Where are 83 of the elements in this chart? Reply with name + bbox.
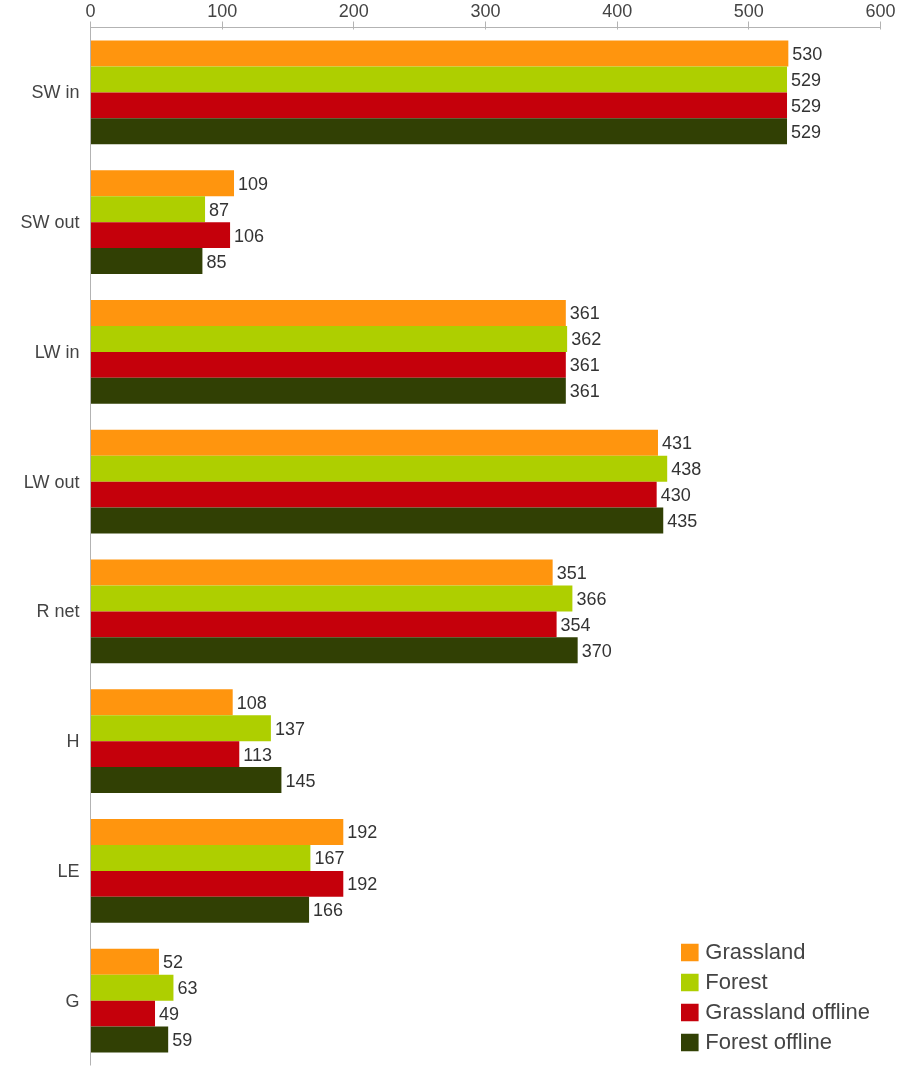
- y-tick-label: LW out: [23, 471, 80, 492]
- data-label: 167: [314, 848, 345, 869]
- data-label: 145: [285, 770, 316, 791]
- data-label: 529: [791, 95, 822, 116]
- data-label: 370: [581, 640, 612, 661]
- bar: [90, 118, 788, 145]
- data-label: 59: [172, 1030, 193, 1051]
- bar: [90, 637, 578, 664]
- data-label: 430: [660, 485, 691, 506]
- data-label: 361: [569, 381, 600, 402]
- data-label: 529: [791, 121, 822, 142]
- x-tick-label: 600: [865, 0, 896, 21]
- bar: [90, 974, 174, 1001]
- y-tick-label: H: [66, 731, 80, 752]
- x-tick-label: 400: [602, 0, 633, 21]
- bar: [90, 170, 235, 197]
- bar: [90, 844, 311, 871]
- x-tick-label: 100: [207, 0, 238, 21]
- bar: [90, 948, 159, 975]
- bar: [90, 222, 231, 249]
- data-label: 106: [234, 225, 265, 246]
- data-label: 137: [274, 718, 305, 739]
- y-tick-label: G: [65, 990, 80, 1011]
- x-tick-label: 0: [85, 0, 96, 21]
- y-tick-label: SW out: [20, 212, 80, 233]
- x-tick-label: 300: [470, 0, 501, 21]
- bar: [90, 585, 573, 612]
- data-label: 108: [236, 692, 267, 713]
- bar: [90, 767, 282, 794]
- bar: [90, 1026, 169, 1053]
- bar: [90, 196, 206, 223]
- bar: [90, 715, 271, 742]
- bar: [90, 377, 566, 404]
- x-tick-label: 200: [338, 0, 369, 21]
- data-label: 192: [347, 822, 378, 843]
- data-label: 85: [206, 251, 227, 272]
- y-tick-label: LW in: [34, 341, 80, 362]
- bar: [90, 92, 788, 119]
- data-label: 52: [162, 952, 183, 973]
- data-label: 192: [347, 874, 378, 895]
- data-label: 438: [671, 459, 702, 480]
- data-label: 361: [569, 355, 600, 376]
- bar: [90, 507, 664, 534]
- bar: [90, 248, 203, 275]
- bar: [90, 611, 557, 638]
- bar: [90, 896, 310, 923]
- data-label: 431: [661, 433, 693, 454]
- data-label: 109: [238, 173, 269, 194]
- data-label: 113: [243, 744, 272, 765]
- data-label: 351: [556, 562, 587, 583]
- bar: [90, 818, 344, 845]
- data-label: 49: [159, 1004, 180, 1025]
- bar: [90, 559, 553, 586]
- bar: [90, 325, 568, 352]
- bar: [90, 429, 658, 456]
- bar: [90, 299, 566, 326]
- legend-label: Forest offline: [705, 1029, 833, 1055]
- bar: [90, 66, 788, 93]
- legend-label: Grassland: [705, 939, 806, 965]
- y-tick-label: R net: [36, 601, 80, 622]
- data-label: 435: [667, 511, 698, 532]
- data-label: 362: [571, 329, 602, 350]
- x-tick-label: 500: [733, 0, 764, 21]
- bar: [90, 870, 344, 897]
- data-label: 87: [209, 199, 230, 220]
- legend-label: Grassland offline: [705, 999, 870, 1025]
- data-label: 361: [569, 303, 600, 324]
- data-label: 529: [791, 69, 822, 90]
- bar: [90, 351, 566, 378]
- bar: [90, 689, 233, 716]
- data-label: 366: [576, 588, 607, 609]
- data-label: 63: [177, 978, 198, 999]
- data-label: 530: [792, 43, 823, 64]
- bar: [90, 40, 789, 67]
- y-tick-label: SW in: [31, 82, 80, 103]
- data-label: 166: [313, 900, 344, 921]
- y-tick-label: LE: [57, 860, 80, 881]
- bar: [90, 1000, 156, 1027]
- legend-label: Forest: [705, 969, 768, 995]
- bar: [90, 455, 668, 482]
- bar: [90, 481, 657, 508]
- data-label: 354: [560, 614, 591, 635]
- bar: [90, 741, 240, 768]
